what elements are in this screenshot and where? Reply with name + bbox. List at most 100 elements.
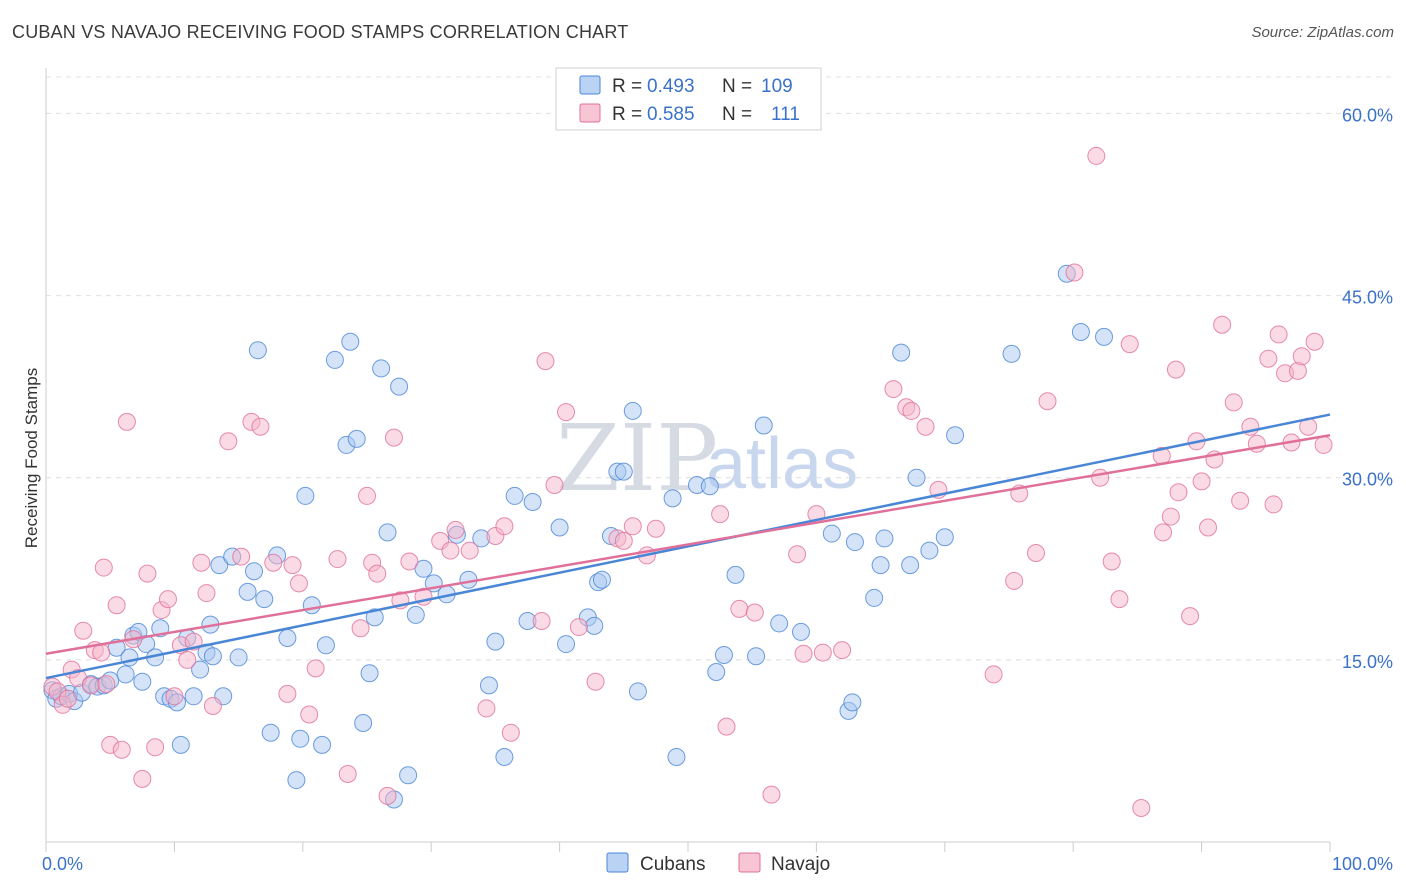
point-navajo-92 (1102, 552, 1121, 571)
point-navajo-26 (192, 553, 211, 572)
point-cubans-36 (255, 590, 274, 609)
point-cubans-39 (278, 629, 297, 647)
trend-lines (45, 413, 1331, 680)
point-navajo-14 (112, 740, 131, 759)
point-cubans-25 (191, 660, 210, 679)
bottom-legend-swatch-navajo (738, 852, 761, 873)
point-cubans-80 (623, 401, 642, 420)
point-navajo-93 (1110, 590, 1129, 609)
point-navajo-106 (1213, 315, 1232, 334)
legend-n-label-cubans: N = (722, 76, 752, 97)
x-tick-label-max: 100.0% (1332, 854, 1393, 874)
point-navajo-32 (251, 417, 270, 436)
point-cubans-24 (184, 687, 203, 706)
point-cubans-29 (210, 556, 229, 575)
point-navajo-87 (1026, 544, 1045, 562)
point-navajo-68 (646, 519, 665, 538)
point-cubans-85 (700, 477, 719, 496)
y-axis-label: Receiving Food Stamps (22, 368, 41, 548)
point-navajo-95 (1132, 799, 1151, 817)
point-navajo-37 (300, 705, 319, 724)
point-navajo-29 (219, 432, 238, 451)
point-navajo-51 (441, 541, 460, 560)
source-label: Source: ZipAtlas.com (1251, 24, 1394, 41)
point-cubans-82 (663, 489, 682, 508)
point-navajo-46 (384, 428, 403, 447)
point-navajo-34 (278, 684, 297, 703)
point-navajo-70 (717, 717, 736, 736)
point-cubans-87 (714, 646, 733, 664)
point-cubans-70 (523, 493, 542, 511)
point-navajo-48 (400, 552, 419, 571)
point-navajo-77 (813, 643, 832, 662)
point-navajo-35 (283, 556, 302, 575)
point-cubans-86 (707, 663, 726, 681)
y-tick-label-30: 30.0% (1342, 470, 1393, 490)
point-navajo-91 (1091, 468, 1110, 487)
point-navajo-82 (916, 417, 935, 436)
point-cubans-67 (495, 748, 514, 766)
data-points (43, 146, 1333, 817)
y-tick-labels: 15.0% 30.0% 45.0% 60.0% (1342, 105, 1393, 671)
point-navajo-119 (1305, 332, 1324, 351)
point-navajo-107 (1224, 393, 1243, 412)
legend-swatch-navajo (579, 103, 601, 123)
point-cubans-88 (726, 565, 745, 584)
point-cubans-48 (341, 332, 360, 351)
axes (45, 68, 1331, 852)
y-tick-label-15: 15.0% (1342, 652, 1393, 672)
point-navajo-111 (1259, 349, 1278, 368)
point-navajo-15 (117, 412, 136, 431)
point-navajo-36 (289, 574, 308, 593)
point-cubans-15 (133, 672, 152, 691)
point-cubans-44 (313, 735, 332, 754)
point-cubans-32 (229, 648, 248, 667)
point-navajo-45 (378, 786, 397, 805)
point-cubans-101 (901, 556, 920, 575)
point-cubans-74 (585, 616, 604, 635)
point-navajo-33 (264, 553, 283, 572)
point-navajo-104 (1199, 518, 1218, 537)
point-navajo-11 (97, 675, 116, 694)
point-navajo-72 (745, 603, 764, 622)
point-cubans-90 (754, 416, 773, 435)
point-navajo-117 (1292, 347, 1311, 366)
trend-line-navajo (45, 433, 1331, 656)
point-cubans-22 (171, 735, 190, 754)
point-cubans-59 (414, 559, 433, 578)
point-navajo-97 (1154, 523, 1173, 542)
point-navajo-88 (1038, 392, 1057, 411)
point-navajo-56 (495, 517, 514, 536)
legend-swatch-cubans (579, 75, 601, 95)
point-cubans-97 (865, 588, 884, 607)
point-cubans-96 (845, 533, 864, 552)
point-navajo-94 (1120, 335, 1139, 354)
legend-n-label-navajo: N = (722, 104, 752, 125)
point-navajo-66 (623, 517, 642, 536)
watermark-zip: ZIP (556, 405, 718, 512)
point-cubans-57 (399, 766, 418, 785)
point-navajo-40 (338, 765, 357, 783)
point-navajo-38 (306, 659, 325, 678)
point-cubans-50 (354, 714, 373, 732)
point-cubans-66 (486, 632, 505, 651)
point-cubans-58 (406, 605, 425, 624)
point-navajo-17 (133, 769, 152, 788)
point-cubans-91 (770, 614, 789, 633)
chart-title: CUBAN VS NAVAJO RECEIVING FOOD STAMPS CO… (12, 22, 629, 42)
point-cubans-102 (907, 468, 926, 487)
bottom-legend-label-navajo: Navajo (771, 854, 830, 875)
point-navajo-101 (1181, 607, 1200, 626)
legend-box: R = 0.493 N = 109 R = 0.585 N = 111 (555, 67, 822, 131)
x-tick-label-min: 0.0% (42, 854, 83, 874)
point-navajo-79 (884, 380, 903, 399)
legend-n-value-navajo: 111 (771, 104, 800, 125)
point-cubans-81 (628, 682, 647, 701)
point-cubans-106 (1002, 344, 1021, 363)
point-cubans-46 (325, 350, 344, 369)
point-navajo-42 (358, 486, 376, 505)
point-navajo-103 (1192, 472, 1211, 491)
point-cubans-71 (550, 518, 569, 537)
point-navajo-27 (197, 584, 216, 603)
